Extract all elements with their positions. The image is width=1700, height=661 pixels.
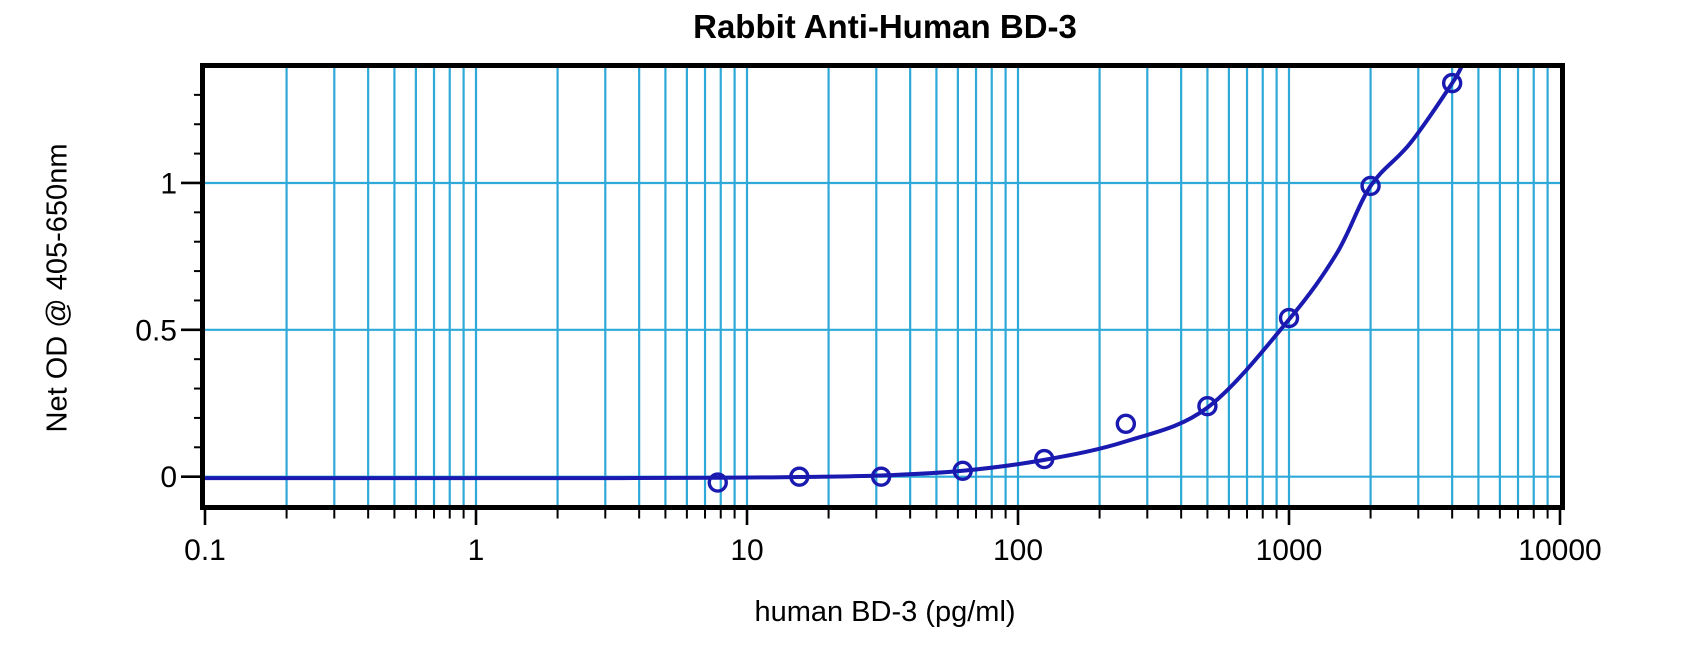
data-point-marker	[952, 460, 973, 481]
fit-curve	[205, 65, 1465, 481]
x-tick-label: 1	[468, 534, 485, 567]
x-tick-label: 1000	[1256, 534, 1323, 567]
x-tick-label: 100	[993, 534, 1043, 567]
x-tick-label: 10	[730, 534, 763, 567]
data-point-marker	[1360, 175, 1381, 197]
chart-title: Rabbit Anti-Human BD-3	[693, 8, 1077, 45]
data-point-marker	[1034, 448, 1055, 470]
data-point-marker	[707, 472, 728, 493]
x-tick-label: 10000	[1518, 534, 1601, 567]
x-axis-label: human BD-3 (pg/ml)	[754, 596, 1016, 628]
data-point-marker	[1115, 413, 1137, 434]
data-point-marker	[789, 466, 810, 487]
data-point-marker	[1197, 395, 1218, 417]
plot-frame	[200, 63, 1565, 510]
data-point-marker	[1278, 307, 1300, 329]
y-tick-label: 0	[160, 461, 177, 494]
y-tick-label: 0.5	[135, 314, 177, 347]
x-tick-label: 0.1	[184, 534, 226, 567]
data-point-marker	[1441, 72, 1463, 94]
y-tick-label: 1	[160, 167, 177, 200]
data-point-marker	[870, 466, 892, 487]
